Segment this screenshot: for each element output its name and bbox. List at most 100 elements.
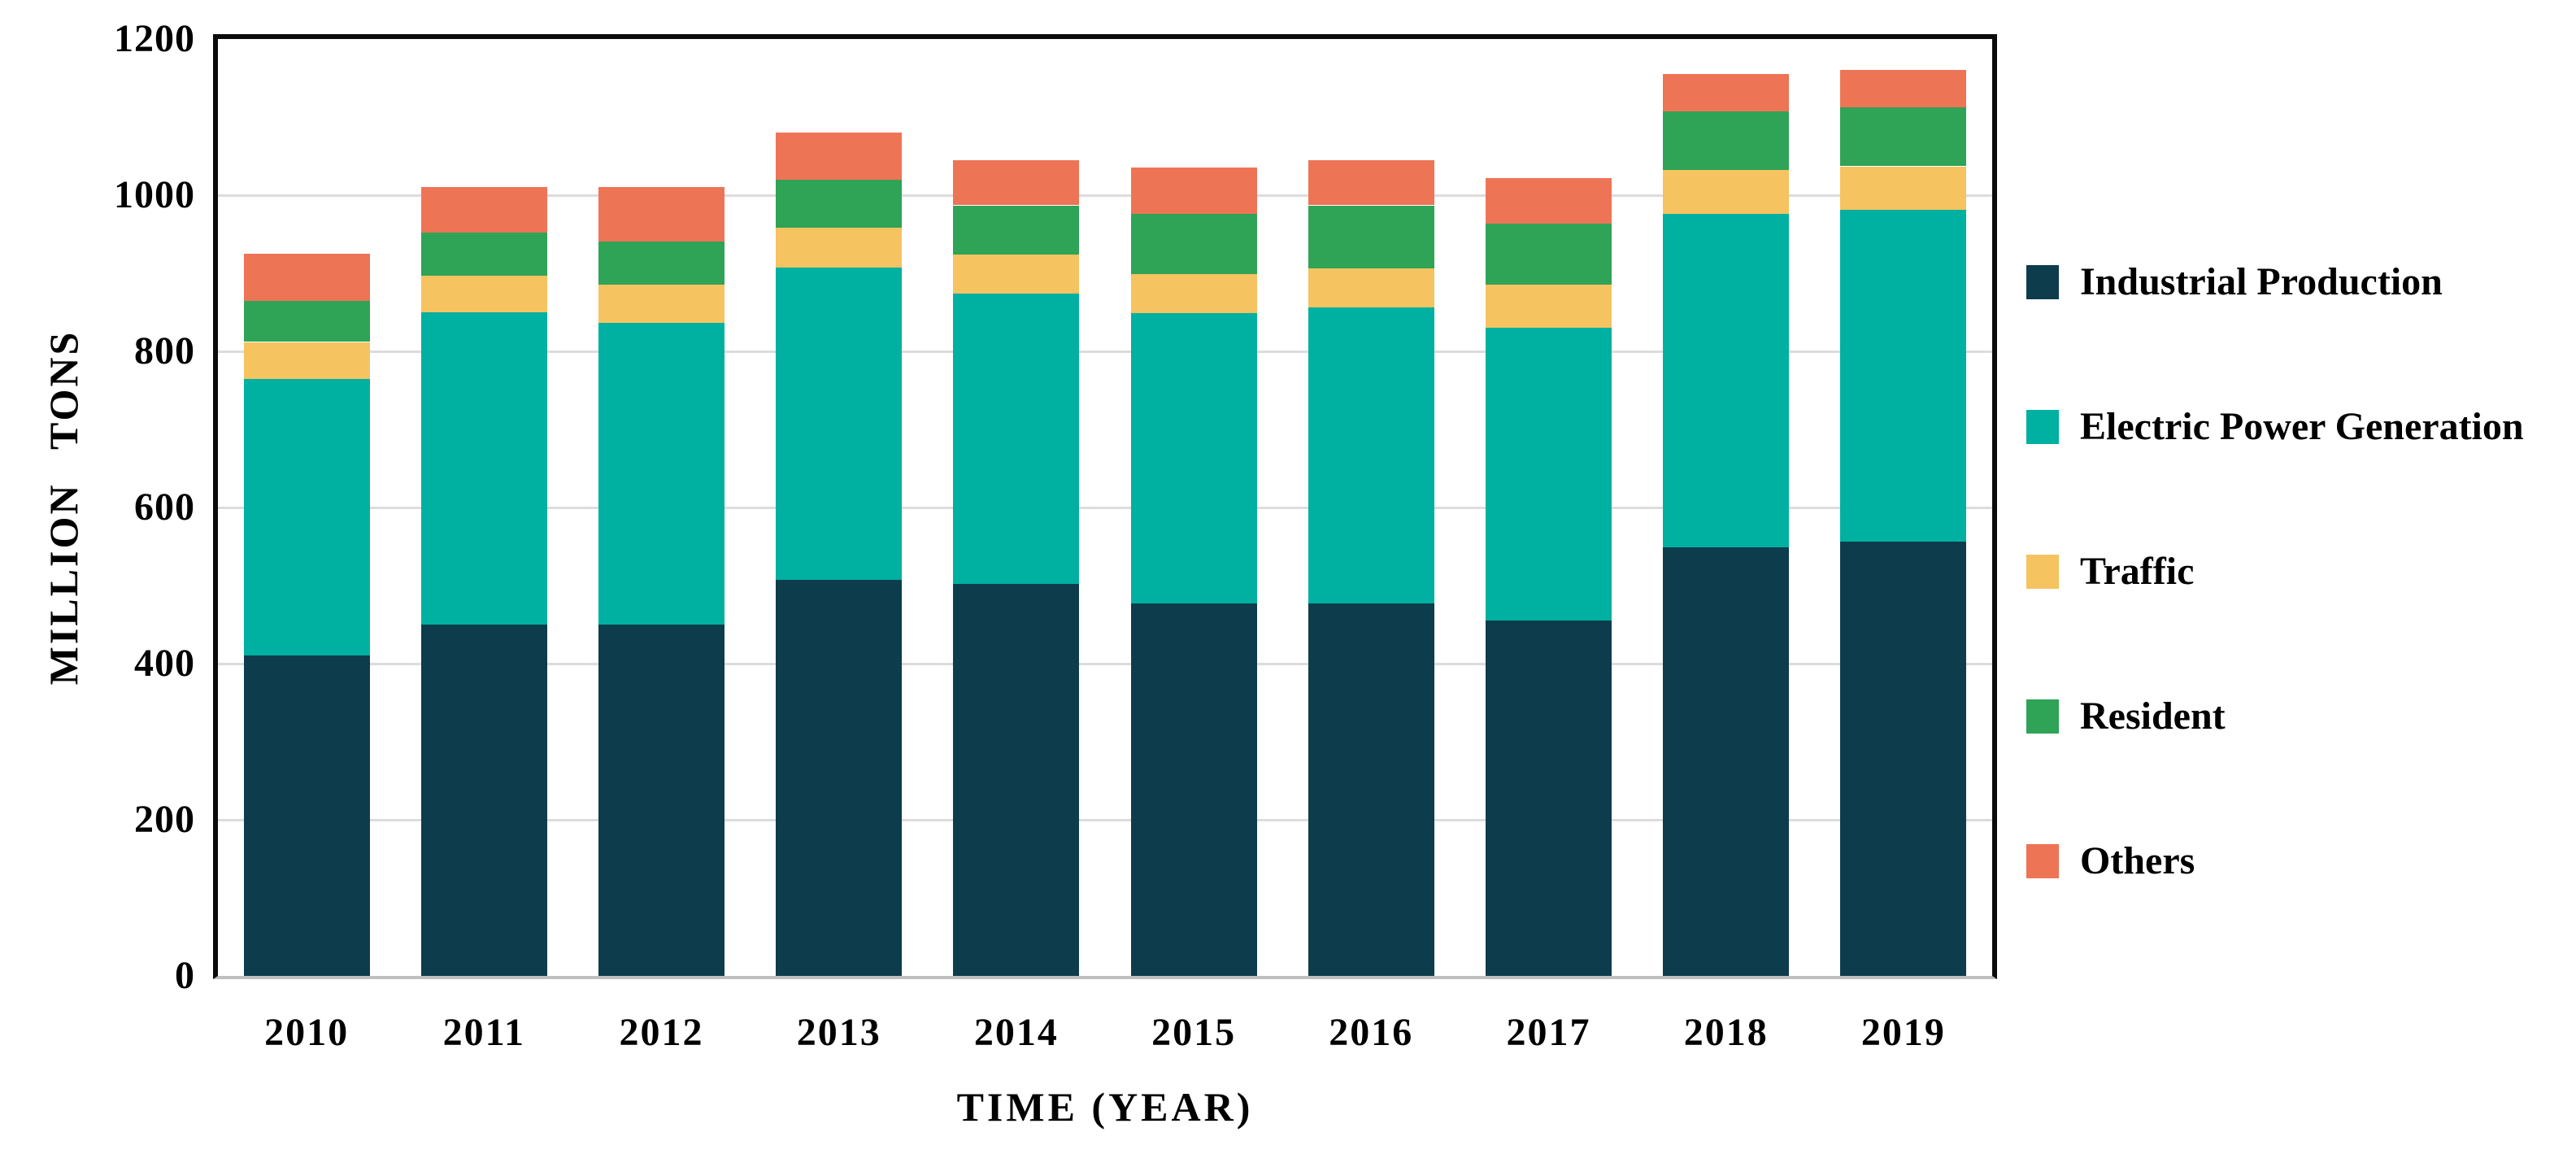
segment-2012-resident [598,241,724,285]
legend-swatch-icon [2026,555,2059,589]
segment-2013-traffic [776,228,903,268]
segment-2018-industrial-production [1663,547,1790,976]
legend-item-industrial-production: Industrial Production [2026,256,2443,308]
segment-2012-electric-power-generation [598,323,724,625]
x-tick-2013: 2013 [796,1011,881,1054]
plot-area [213,34,1997,979]
segment-2015-industrial-production [1130,603,1257,976]
segment-2018-electric-power-generation [1663,214,1790,547]
x-axis-title: TIME (YEAR) [956,1084,1254,1130]
x-tick-2018: 2018 [1683,1011,1769,1054]
segment-2016-industrial-production [1308,603,1434,976]
segment-2015-traffic [1130,273,1257,313]
y-tick-200: 200 [134,798,195,841]
legend-label: Electric Power Generation [2080,405,2524,448]
legend-swatch-icon [2026,844,2059,878]
gridline-400 [218,663,1992,665]
segment-2012-industrial-production [598,625,724,976]
segment-2011-industrial-production [420,625,547,976]
legend-item-resident: Resident [2026,690,2226,742]
segment-2010-electric-power-generation [243,378,370,656]
x-tick-2014: 2014 [973,1011,1059,1054]
segment-2012-traffic [598,285,724,324]
bar-2015 [1130,168,1257,976]
segment-2018-resident [1663,111,1790,171]
bar-2018 [1663,74,1790,976]
segment-2015-electric-power-generation [1130,312,1257,604]
gridline-1000 [218,194,1992,197]
segment-2016-others [1308,159,1434,206]
y-tick-600: 600 [134,486,195,529]
gridline-800 [218,351,1992,353]
segment-2015-others [1130,168,1257,215]
segment-2013-electric-power-generation [776,268,903,581]
segment-2016-electric-power-generation [1308,307,1434,604]
segment-2016-traffic [1308,268,1434,308]
y-tick-1200: 1200 [114,17,195,60]
segment-2017-traffic [1486,285,1612,329]
legend-swatch-icon [2026,699,2059,734]
bar-2017 [1486,177,1612,976]
bar-2016 [1308,159,1434,976]
x-tick-2010: 2010 [264,1011,350,1054]
bar-2013 [776,133,903,976]
segment-2010-traffic [243,342,370,379]
segment-2011-others [420,187,547,233]
segment-2010-industrial-production [243,655,370,976]
bar-2011 [420,187,547,976]
segment-2014-resident [953,205,1080,255]
segment-2010-others [243,254,370,301]
gridline-200 [218,819,1992,821]
segment-2014-industrial-production [953,584,1080,976]
segment-2014-traffic [953,254,1080,294]
legend-label: Resident [2080,695,2226,738]
segment-2019-others [1840,70,1967,107]
y-tick-1000: 1000 [114,173,195,216]
segment-2011-electric-power-generation [420,312,547,625]
x-tick-2012: 2012 [619,1011,704,1054]
legend-item-others: Others [2026,835,2195,887]
segment-2013-resident [776,179,903,229]
legend-label: Traffic [2080,550,2195,593]
segment-2010-resident [243,300,370,342]
bar-2019 [1840,70,1967,976]
bar-2010 [243,254,370,976]
x-tick-2019: 2019 [1860,1011,1946,1054]
segment-2018-others [1663,74,1790,112]
legend-label: Others [2080,839,2195,882]
segment-2019-industrial-production [1840,542,1967,976]
y-tick-0: 0 [175,954,195,997]
segment-2016-resident [1308,205,1434,269]
segment-2019-electric-power-generation [1840,210,1967,542]
segment-2019-traffic [1840,166,1967,211]
segment-2014-others [953,159,1080,206]
segment-2019-resident [1840,107,1967,167]
segment-2013-others [776,133,903,180]
x-tick-2016: 2016 [1329,1011,1414,1054]
y-tick-800: 800 [134,329,195,372]
legend-item-electric-power-generation: Electric Power Generation [2026,401,2524,453]
segment-2011-resident [420,233,547,276]
legend-item-traffic: Traffic [2026,546,2194,598]
segment-2017-industrial-production [1486,621,1612,976]
legend-swatch-icon [2026,265,2059,299]
x-tick-2015: 2015 [1151,1011,1237,1054]
segment-2015-resident [1130,214,1257,274]
segment-2017-others [1486,177,1612,224]
bar-2012 [598,187,724,976]
x-tick-2011: 2011 [442,1011,525,1054]
segment-2017-resident [1486,223,1612,285]
segment-2013-industrial-production [776,580,903,976]
gridline-600 [218,507,1992,509]
y-tick-400: 400 [134,642,195,685]
legend-label: Industrial Production [2080,260,2443,303]
x-tick-2017: 2017 [1506,1011,1591,1054]
segment-2012-others [598,187,724,242]
segment-2011-traffic [420,275,547,312]
segment-2018-traffic [1663,170,1790,215]
segment-2014-electric-power-generation [953,293,1080,585]
bar-2014 [953,159,1080,976]
segment-2017-electric-power-generation [1486,328,1612,621]
legend-swatch-icon [2026,410,2059,444]
